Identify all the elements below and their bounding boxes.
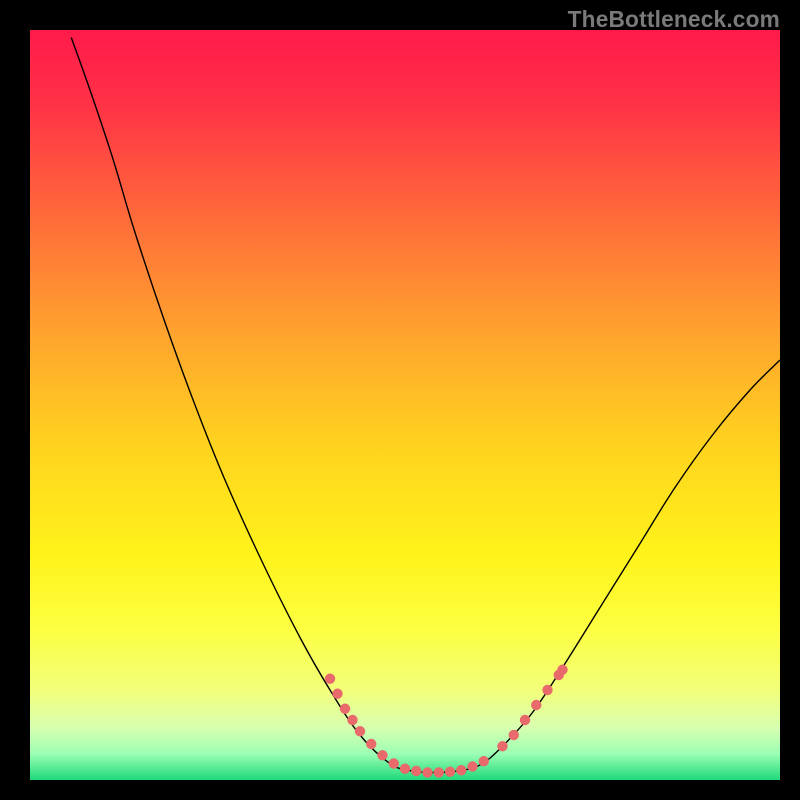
curve-marker: [479, 756, 489, 766]
curve-marker: [389, 758, 399, 768]
curve-marker: [366, 739, 376, 749]
curve-marker: [377, 750, 387, 760]
curve-marker: [340, 704, 350, 714]
curve-marker: [467, 761, 477, 771]
curve-marker: [445, 767, 455, 777]
curve-marker: [520, 715, 530, 725]
curve-marker: [497, 741, 507, 751]
curve-marker: [411, 766, 421, 776]
curve-marker: [355, 726, 365, 736]
curve-marker: [456, 765, 466, 775]
curve-marker: [531, 700, 541, 710]
curve-marker: [422, 767, 432, 777]
watermark-text: TheBottleneck.com: [568, 6, 780, 33]
chart-canvas: TheBottleneck.com: [0, 0, 800, 800]
bottleneck-curve-chart: [0, 0, 800, 800]
curve-marker: [400, 764, 410, 774]
curve-marker: [434, 767, 444, 777]
curve-marker: [347, 715, 357, 725]
curve-marker: [325, 674, 335, 684]
plot-background: [30, 30, 780, 780]
curve-marker: [509, 730, 519, 740]
curve-marker: [332, 689, 342, 699]
curve-marker: [542, 685, 552, 695]
curve-marker: [557, 665, 567, 675]
